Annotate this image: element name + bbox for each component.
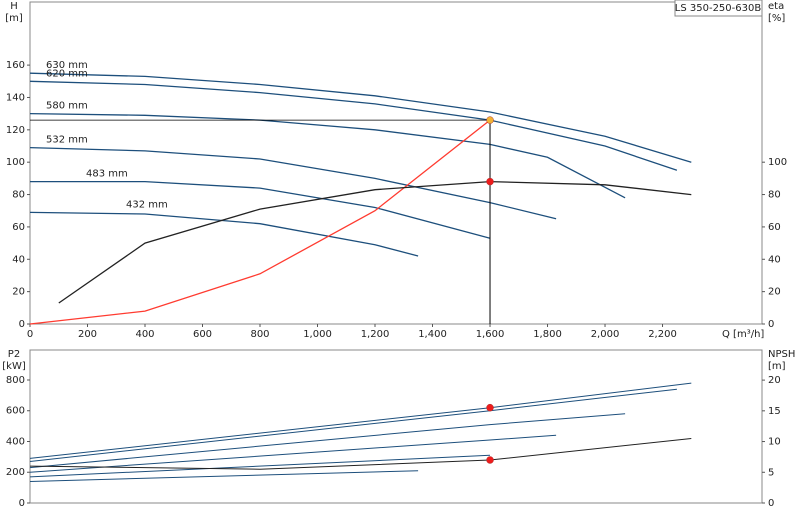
y-axis-label: H [10,1,18,12]
y-tick-label: 120 [6,125,25,136]
y-axis-unit: [kW] [2,361,26,372]
x-tick-label: 2,000 [591,329,620,340]
curve-label: 432 mm [126,199,168,210]
curve [29,80,678,171]
y-tick-label: 100 [6,157,25,168]
y-tick-label: 200 [6,467,25,478]
x-tick-label: 1,800 [533,329,562,340]
x-tick-label: 1,400 [418,329,447,340]
curve [29,112,626,199]
x-tick-label: 1,600 [476,329,505,340]
y-tick-label: 60 [12,222,25,233]
curve [30,180,491,239]
y-tick-label: 0 [19,498,25,509]
x-tick-label: 200 [78,329,97,340]
y2-axis-unit: [m] [768,361,786,372]
y-tick-label: 40 [12,254,25,265]
x-tick-label: 0 [27,329,33,340]
y2-tick-label: 20 [768,287,781,298]
y-axis-label: P2 [8,349,20,360]
y2-axis-unit: [%] [768,13,785,24]
title-box [674,0,763,17]
curve [29,438,692,470]
y-tick-label: 140 [6,92,25,103]
duty-point [486,403,494,412]
y-tick-label: 80 [12,190,25,201]
duty-point [486,177,494,186]
y-tick-label: 600 [6,406,25,417]
y-tick-label: 800 [6,375,25,386]
y2-tick-label: 20 [768,375,781,386]
y2-tick-label: 40 [768,254,781,265]
x-tick-label: 600 [193,329,212,340]
y2-tick-label: 10 [768,437,781,448]
curve [29,470,419,482]
curve [29,72,692,163]
x-tick-label: 800 [250,329,269,340]
y2-tick-label: 60 [768,222,781,233]
y-tick-label: 0 [19,319,25,330]
y2-axis-label: eta [768,1,784,12]
curve [29,382,692,459]
curve [29,211,419,257]
curve [29,434,557,473]
y2-tick-label: 0 [768,319,774,330]
plot-frame [29,1,763,325]
curve [29,119,491,325]
y-tick-label: 160 [6,60,25,71]
y-axis-unit: [m] [5,13,23,24]
plot-frame [29,349,763,504]
x-tick-label: 400 [135,329,154,340]
y-tick-label: 20 [12,287,25,298]
chart-title: LS 350-250-630B [675,3,762,14]
curve-label: 532 mm [46,135,88,146]
curve [29,454,491,478]
y2-tick-label: 0 [768,498,774,509]
curve-label: 580 mm [46,101,88,112]
x-tick-label: 1,200 [361,329,390,340]
curve-label: 483 mm [86,169,128,180]
curve [58,180,692,304]
y2-tick-label: 100 [768,157,787,168]
y2-tick-label: 15 [768,406,781,417]
y2-tick-label: 80 [768,190,781,201]
curve [29,413,626,469]
y2-tick-label: 5 [768,467,774,478]
x-tick-label: 1,000 [303,329,332,340]
duty-point [486,456,494,464]
x-tick-label: 2,200 [648,329,677,340]
curve-label: 620 mm [46,68,88,79]
y-tick-label: 400 [6,436,25,447]
x-axis-label: Q [m³/h] [722,329,764,340]
curve [29,146,557,220]
curve-label: 630 mm [46,60,88,71]
y2-axis-label: NPSH [768,349,795,360]
duty-point [486,116,494,124]
